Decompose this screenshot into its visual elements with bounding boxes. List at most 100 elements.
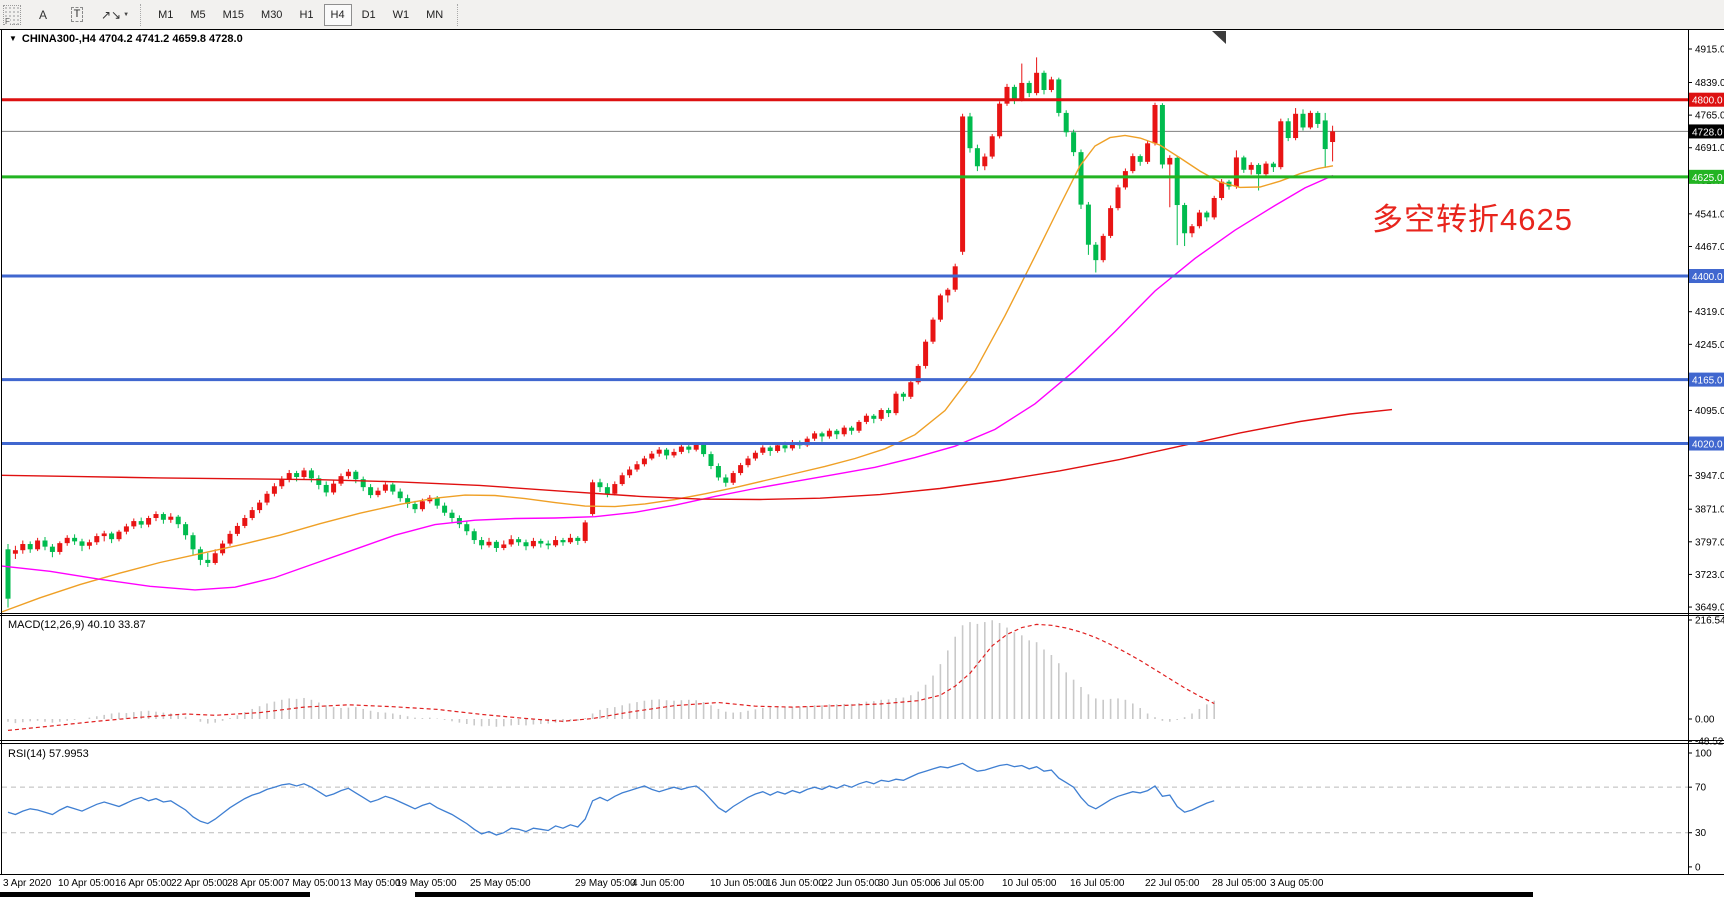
candle-body [834, 430, 840, 435]
date-label: 30 Jun 05:00 [878, 878, 936, 889]
candle-body [982, 156, 988, 167]
candle-body [271, 486, 277, 494]
candle-body [878, 410, 884, 419]
candle-body [72, 537, 78, 542]
label-tool-button[interactable]: A [38, 7, 47, 22]
timeframe-button-D1[interactable]: D1 [361, 8, 376, 21]
dropdown-caret-icon[interactable]: ▼ [123, 11, 130, 18]
price-tick-label: 3797.0 [1695, 537, 1724, 548]
chart-title-text: CHINA300-,H4 4704.2 4741.2 4659.8 4728.0 [21, 33, 243, 45]
time-axis[interactable]: 3 Apr 2020 10 Apr 05:00 16 Apr 05:00 22 Apr… [3, 878, 1324, 889]
scrollbar-segment[interactable] [0, 892, 310, 897]
candle-body [553, 540, 559, 546]
candle-body [567, 537, 573, 543]
candle-body [442, 505, 448, 513]
candles [5, 57, 1336, 608]
candle-body [1233, 157, 1239, 187]
timeframe-button-H1[interactable]: H1 [299, 8, 314, 21]
timeframe-button-MN[interactable]: MN [426, 8, 444, 21]
candle-body [1115, 187, 1121, 209]
svg-text:4728.0: 4728.0 [1692, 127, 1723, 138]
candle-body [1108, 208, 1114, 236]
timeframe-button-M30[interactable]: M30 [261, 8, 283, 21]
price-badge-4165.0[interactable]: 4165.0 [1689, 372, 1724, 387]
candle-body [242, 518, 248, 526]
horizontal-scrollbar[interactable] [0, 892, 1533, 897]
current-price-badge: 4728.0 [1689, 124, 1724, 139]
ma-mid-line[interactable] [1, 174, 1334, 591]
scrollbar-segment[interactable] [415, 892, 1533, 897]
candle-body [212, 553, 218, 563]
candle-body [1204, 212, 1210, 218]
price-badge-4625.0[interactable]: 4625.0 [1689, 169, 1724, 184]
date-label: 7 May 05:00 [284, 878, 339, 889]
candle-body [730, 473, 736, 483]
timeframe-button-M5[interactable]: M5 [190, 8, 206, 21]
candle-body [35, 540, 41, 550]
candle-body [486, 541, 492, 546]
toolbar-separator-2 [457, 3, 461, 26]
annotation-text: 多空转折4625 [1372, 202, 1573, 237]
toolbar-grip-icon[interactable]: F [3, 4, 21, 26]
candle-body [1122, 171, 1128, 188]
svg-text:4400.0: 4400.0 [1692, 272, 1723, 283]
candle-body [257, 502, 263, 511]
candle-body [1285, 121, 1291, 139]
candle-body [664, 449, 670, 456]
candle-body [1152, 104, 1158, 144]
candle-body [708, 454, 714, 466]
candle-body [493, 541, 499, 548]
candle-body [997, 103, 1003, 137]
date-label: 16 Jul 05:00 [1070, 878, 1125, 889]
price-badge-4800.0[interactable]: 4800.0 [1689, 92, 1724, 107]
candle-body [1137, 156, 1143, 162]
candle-body [715, 465, 721, 478]
timeframe-button-W1[interactable]: W1 [392, 8, 410, 21]
candle-body [952, 266, 958, 290]
candle-body [508, 539, 514, 545]
price-tick-label: 4245.0 [1695, 340, 1724, 351]
price-badge-4020.0[interactable]: 4020.0 [1689, 436, 1724, 451]
ma-fast-line[interactable] [1, 134, 1334, 613]
rsi-pane: 100 70 30 0 [2, 749, 1712, 873]
candle-body [767, 447, 773, 452]
candle-body [1145, 143, 1151, 162]
candle-body [168, 516, 174, 520]
candle-body [604, 487, 610, 494]
timeframe-button-H4[interactable]: H4 [323, 3, 352, 26]
candle-body [1026, 82, 1032, 94]
arrows-tool-button[interactable]: ↗↘ ▼ [101, 7, 130, 22]
candle-body [264, 493, 270, 503]
date-label: 25 May 05:00 [470, 878, 531, 889]
candle-body [434, 497, 440, 506]
candle-body [989, 136, 995, 157]
collapse-triangle-icon[interactable]: ▼ [9, 34, 17, 43]
ma-long-line[interactable] [1, 408, 1393, 501]
candle-body [701, 444, 707, 455]
toolbar-separator [140, 3, 144, 26]
chart-shift-marker-icon[interactable] [1212, 31, 1226, 44]
candle-body [900, 393, 906, 397]
text-tool-button[interactable]: T [63, 5, 91, 25]
toolbar-grip-label: F [5, 16, 10, 26]
timeframe-button-M15[interactable]: M15 [222, 8, 245, 21]
candle-body [1011, 86, 1017, 100]
candle-body [301, 470, 307, 478]
candle-body [79, 541, 85, 546]
candle-body [1270, 163, 1276, 168]
price-badge-4400.0[interactable]: 4400.0 [1689, 269, 1724, 284]
candle-body [738, 465, 744, 474]
candle-body [116, 531, 122, 540]
candle-body [471, 531, 477, 541]
candle-body [1078, 152, 1084, 205]
candle-body [12, 550, 18, 554]
price-tick-label: 4319.0 [1695, 307, 1724, 318]
timeframe-button-M1[interactable]: M1 [158, 8, 174, 21]
candle-body [286, 473, 292, 480]
candle-body [1300, 113, 1306, 128]
candle-body [782, 445, 788, 449]
svg-text:4800.0: 4800.0 [1692, 96, 1723, 107]
candle-body [937, 295, 943, 320]
rsi-line [7, 762, 1215, 836]
